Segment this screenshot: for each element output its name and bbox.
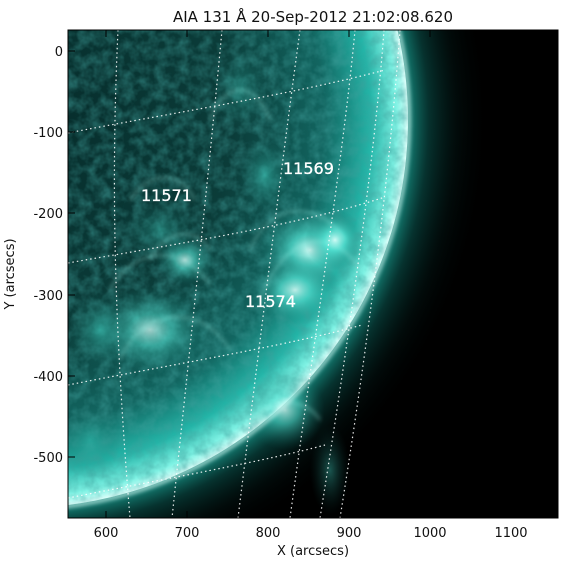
- x-axis-ticks: [105, 30, 512, 518]
- x-axis-label: X (arcsecs): [277, 544, 349, 559]
- y-axis-label: Y (arcsecs): [3, 238, 18, 310]
- x-tick-label: 900: [337, 526, 362, 541]
- x-tick-label: 700: [175, 526, 200, 541]
- heliographic-grid: [68, 30, 401, 518]
- y-tick-label: -500: [33, 451, 63, 466]
- y-tick-label: 0: [55, 45, 63, 60]
- coronal-loops: [109, 89, 361, 441]
- x-tick-label: 600: [94, 526, 119, 541]
- x-tick-label: 1000: [413, 526, 446, 541]
- y-tick-label: -300: [33, 289, 63, 304]
- y-tick-label: -400: [33, 370, 63, 385]
- plot-frame: [67, 29, 559, 519]
- region-label-11571: 11571: [141, 186, 192, 205]
- x-tick-label: 1100: [494, 526, 527, 541]
- region-label-11569: 11569: [283, 159, 334, 178]
- x-tick-label: 800: [256, 526, 281, 541]
- y-tick-label: -100: [33, 126, 63, 141]
- y-tick-label: -200: [33, 207, 63, 222]
- figure-title: AIA 131 Å 20-Sep-2012 21:02:08.620: [173, 7, 453, 26]
- y-axis-ticks: [68, 50, 558, 458]
- region-label-11574: 11574: [245, 292, 296, 311]
